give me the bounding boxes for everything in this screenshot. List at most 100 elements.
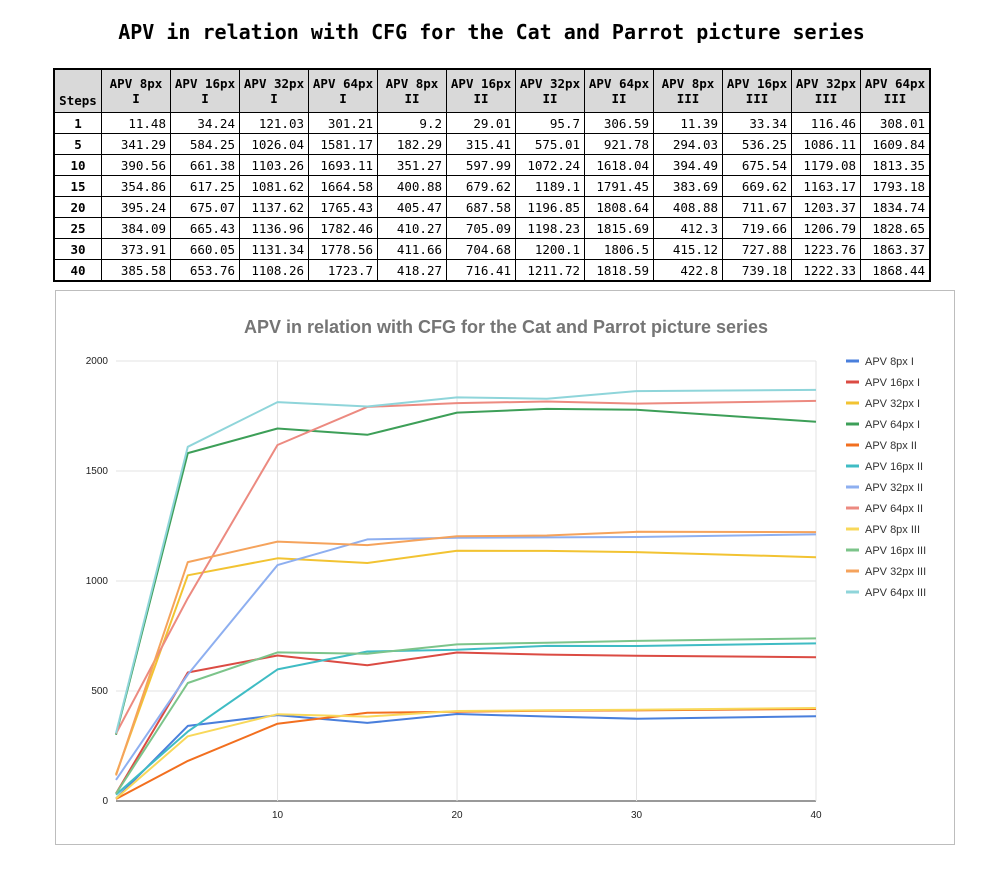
value-cell: 1203.37	[791, 196, 861, 218]
value-cell: 373.91	[101, 238, 171, 260]
value-cell: 727.88	[722, 238, 792, 260]
value-cell: 921.78	[584, 133, 654, 155]
value-cell: 1137.62	[239, 196, 309, 218]
series-line	[115, 530, 817, 776]
value-cell: 705.09	[446, 217, 516, 239]
grid-lines	[116, 360, 817, 802]
value-cell: 1072.24	[515, 154, 585, 176]
legend-label: APV 8px III	[865, 524, 920, 536]
step-cell: 20	[53, 196, 102, 218]
value-cell: 1778.56	[308, 238, 378, 260]
value-cell: 719.66	[722, 217, 792, 239]
value-cell: 1808.64	[584, 196, 654, 218]
step-cell: 5	[53, 133, 102, 155]
value-cell: 415.12	[653, 238, 723, 260]
data-table: Steps APV 8px I APV 16px I APV 32px I APV 64…	[53, 68, 931, 282]
header-cell: APV 16px III	[722, 68, 792, 113]
legend-label: APV 32px II	[865, 482, 923, 494]
value-cell: 9.2	[377, 112, 447, 134]
legend-label: APV 32px I	[865, 398, 920, 410]
value-cell: 1081.62	[239, 175, 309, 197]
value-cell: 1723.7	[308, 259, 378, 282]
value-cell: 653.76	[170, 259, 240, 282]
table-row: 5 341.29 584.25 1026.04 1581.17 182.29 315.41 5…	[53, 133, 931, 155]
value-cell: 1618.04	[584, 154, 654, 176]
value-cell: 422.8	[653, 259, 723, 282]
value-cell: 1136.96	[239, 217, 309, 239]
series-line	[115, 651, 817, 795]
value-cell: 341.29	[101, 133, 171, 155]
header-cell: APV 16px II	[446, 68, 516, 113]
series-line	[115, 407, 817, 735]
value-cell: 390.56	[101, 154, 171, 176]
step-cell: 15	[53, 175, 102, 197]
value-cell: 575.01	[515, 133, 585, 155]
table-header-row: Steps APV 8px I APV 16px I APV 32px I APV 64…	[53, 68, 931, 113]
value-cell: 301.21	[308, 112, 378, 134]
value-cell: 395.24	[101, 196, 171, 218]
value-cell: 1196.85	[515, 196, 585, 218]
value-cell: 29.01	[446, 112, 516, 134]
value-cell: 687.58	[446, 196, 516, 218]
value-cell: 679.62	[446, 175, 516, 197]
step-cell: 40	[53, 259, 102, 282]
value-cell: 584.25	[170, 133, 240, 155]
value-cell: 306.59	[584, 112, 654, 134]
table-row: 20 395.24 675.07 1137.62 1765.43 405.47 687.58…	[53, 196, 931, 218]
value-cell: 536.25	[722, 133, 792, 155]
value-cell: 716.41	[446, 259, 516, 282]
legend-item: APV 64px III	[846, 587, 926, 599]
value-cell: 1828.65	[860, 217, 931, 239]
value-cell: 1198.23	[515, 217, 585, 239]
legend-label: APV 64px II	[865, 503, 923, 515]
x-tick-label: 10	[272, 810, 284, 821]
value-cell: 1791.45	[584, 175, 654, 197]
header-cell: APV 64px I	[308, 68, 378, 113]
value-cell: 95.7	[515, 112, 585, 134]
value-cell: 410.27	[377, 217, 447, 239]
series-lines	[115, 388, 817, 800]
value-cell: 1782.46	[308, 217, 378, 239]
value-cell: 383.69	[653, 175, 723, 197]
table-row: 1 11.48 34.24 121.03 301.21 9.2 29.01 95.7 306.5…	[53, 112, 931, 134]
value-cell: 408.88	[653, 196, 723, 218]
value-cell: 294.03	[653, 133, 723, 155]
value-cell: 1211.72	[515, 259, 585, 282]
value-cell: 1206.79	[791, 217, 861, 239]
value-cell: 739.18	[722, 259, 792, 282]
header-cell: APV 32px I	[239, 68, 309, 113]
x-tick-label: 40	[810, 810, 822, 821]
legend-item: APV 16px II	[846, 461, 923, 473]
table-row: 15 354.86 617.25 1081.62 1664.58 400.88 679.62…	[53, 175, 931, 197]
value-cell: 1200.1	[515, 238, 585, 260]
chart-title: APV in relation with CFG for the Cat and…	[244, 317, 768, 337]
value-cell: 182.29	[377, 133, 447, 155]
value-cell: 394.49	[653, 154, 723, 176]
value-cell: 116.46	[791, 112, 861, 134]
value-cell: 1765.43	[308, 196, 378, 218]
value-cell: 11.48	[101, 112, 171, 134]
value-cell: 704.68	[446, 238, 516, 260]
table-row: 25 384.09 665.43 1136.96 1782.46 410.27 705.09…	[53, 217, 931, 239]
value-cell: 1834.74	[860, 196, 931, 218]
value-cell: 385.58	[101, 259, 171, 282]
value-cell: 1813.35	[860, 154, 931, 176]
value-cell: 121.03	[239, 112, 309, 134]
x-tick-label: 30	[631, 810, 643, 821]
value-cell: 1609.84	[860, 133, 931, 155]
y-tick-label: 0	[102, 796, 108, 807]
value-cell: 400.88	[377, 175, 447, 197]
value-cell: 1189.1	[515, 175, 585, 197]
value-cell: 675.07	[170, 196, 240, 218]
table-row: 40 385.58 653.76 1108.26 1723.7 418.27 716.41 1…	[53, 259, 931, 282]
y-tick-label: 500	[91, 686, 108, 697]
header-cell: APV 64px II	[584, 68, 654, 113]
value-cell: 711.67	[722, 196, 792, 218]
value-cell: 33.34	[722, 112, 792, 134]
series-line	[115, 388, 817, 734]
legend-label: APV 32px III	[865, 566, 926, 578]
table-row: 10 390.56 661.38 1103.26 1693.11 351.27 597.99…	[53, 154, 931, 176]
series-line	[115, 399, 817, 735]
value-cell: 1131.34	[239, 238, 309, 260]
value-cell: 597.99	[446, 154, 516, 176]
